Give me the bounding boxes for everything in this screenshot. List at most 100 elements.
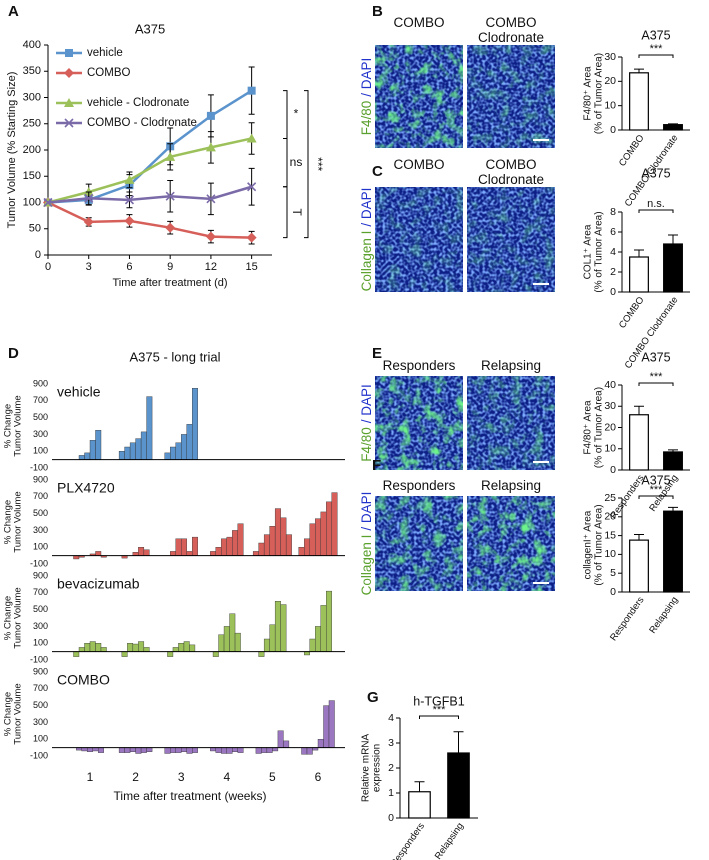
stain-name: F4/80 bbox=[359, 101, 374, 136]
y-tick-label: 500 bbox=[33, 700, 48, 710]
bar bbox=[309, 523, 316, 556]
y-tick-label: -100 bbox=[30, 750, 48, 760]
bar bbox=[98, 747, 104, 753]
y-tick-label: 10 bbox=[604, 548, 616, 560]
significance-bracket bbox=[638, 209, 674, 213]
x-tick-label: 1 bbox=[87, 770, 94, 784]
image-label: COMBO bbox=[393, 15, 445, 30]
bar bbox=[95, 430, 102, 460]
bar bbox=[180, 538, 187, 556]
stain-name: F4/80 bbox=[359, 427, 374, 462]
bar bbox=[285, 534, 292, 556]
significance-bracket bbox=[638, 54, 674, 58]
y-axis-label: (% of Tumor Area) bbox=[594, 53, 605, 134]
panel-label: A bbox=[8, 3, 19, 20]
bar bbox=[663, 124, 683, 131]
micrograph-stain bbox=[467, 376, 555, 470]
y-tick-label: 0 bbox=[610, 586, 616, 598]
bar bbox=[183, 641, 190, 652]
micrograph-stain bbox=[375, 187, 463, 292]
y-axis-label: (% of Tumor Area) bbox=[594, 504, 605, 585]
bar bbox=[169, 747, 176, 753]
legend-label: COMBO bbox=[87, 67, 131, 79]
panel-label: F bbox=[372, 457, 381, 474]
x-tick-label: Responders bbox=[389, 821, 428, 860]
bar bbox=[283, 740, 290, 748]
y-tick-label: 8 bbox=[610, 206, 616, 218]
error-bar bbox=[668, 234, 678, 244]
bar bbox=[124, 747, 131, 753]
error-bar bbox=[634, 249, 644, 257]
data-point bbox=[83, 216, 94, 227]
bar bbox=[326, 501, 332, 556]
y-tick-label: 100 bbox=[33, 734, 48, 744]
y-tick-label: 10 bbox=[604, 99, 616, 111]
bar bbox=[280, 517, 287, 556]
y-tick-label: 20 bbox=[604, 421, 616, 433]
bar bbox=[226, 536, 233, 556]
panel-label: C bbox=[372, 163, 383, 180]
bar bbox=[175, 747, 182, 753]
error-bar bbox=[634, 533, 644, 541]
y-axis-label: % Change bbox=[3, 404, 14, 448]
series-name: PLX4720 bbox=[57, 480, 115, 496]
bar bbox=[210, 551, 217, 556]
x-tick-label: 2 bbox=[132, 770, 139, 784]
bar bbox=[629, 72, 649, 131]
bar bbox=[132, 552, 139, 556]
y-tick-label: 4 bbox=[610, 246, 616, 258]
y-tick-label: 10 bbox=[604, 443, 616, 455]
bar bbox=[73, 555, 80, 560]
bar bbox=[323, 705, 330, 748]
x-tick-label: COMBO bbox=[617, 295, 647, 331]
y-tick-label: 300 bbox=[33, 717, 48, 727]
bar bbox=[175, 442, 182, 460]
y-axis-label: Tumor Volume (% Starting Size) bbox=[6, 72, 18, 229]
x-tick-label: Responders bbox=[608, 595, 647, 643]
bar bbox=[118, 747, 125, 753]
bar bbox=[140, 747, 147, 753]
x-tick-label: 3 bbox=[178, 770, 185, 784]
bar bbox=[146, 747, 153, 752]
image-label: Relapsing bbox=[480, 358, 542, 373]
legend-marker bbox=[64, 68, 74, 78]
bar bbox=[81, 747, 88, 752]
y-axis-label: COL1⁺ Area bbox=[583, 224, 594, 279]
bar bbox=[663, 451, 683, 471]
bar bbox=[89, 641, 96, 652]
bar bbox=[127, 643, 134, 652]
bar bbox=[232, 747, 239, 752]
y-axis-label: F4/80⁺ Area bbox=[583, 66, 594, 121]
bar bbox=[132, 643, 139, 652]
chart-title: A375 bbox=[641, 166, 670, 180]
bar bbox=[73, 651, 80, 657]
bar bbox=[629, 256, 649, 293]
series-name: COMBO bbox=[57, 672, 110, 688]
bar bbox=[269, 526, 276, 556]
y-tick-label: 250 bbox=[23, 118, 41, 130]
bar bbox=[306, 747, 313, 755]
y-tick-label: 40 bbox=[604, 379, 616, 391]
micrograph-stain bbox=[467, 45, 555, 148]
bar bbox=[272, 747, 279, 752]
bar bbox=[304, 538, 310, 556]
x-tick-label: 5 bbox=[269, 770, 276, 784]
significance-bracket bbox=[283, 90, 288, 139]
error-bar bbox=[634, 68, 644, 73]
bar bbox=[221, 538, 228, 556]
data-point bbox=[247, 86, 256, 95]
bar bbox=[315, 518, 321, 556]
image-label: Responders bbox=[382, 478, 456, 493]
stain-name: / DAPI bbox=[359, 492, 374, 531]
y-tick-label: 0 bbox=[610, 464, 616, 476]
bar bbox=[274, 508, 281, 556]
y-tick-label: 700 bbox=[33, 491, 48, 501]
micrograph-stain bbox=[375, 376, 463, 470]
bar bbox=[78, 647, 85, 652]
chart-title: A375 - long trial bbox=[129, 349, 220, 364]
x-tick-label: 12 bbox=[205, 261, 217, 273]
significance-label: *** bbox=[311, 157, 325, 171]
bar bbox=[191, 747, 198, 753]
bar bbox=[263, 638, 270, 652]
significance-bracket bbox=[283, 137, 288, 188]
